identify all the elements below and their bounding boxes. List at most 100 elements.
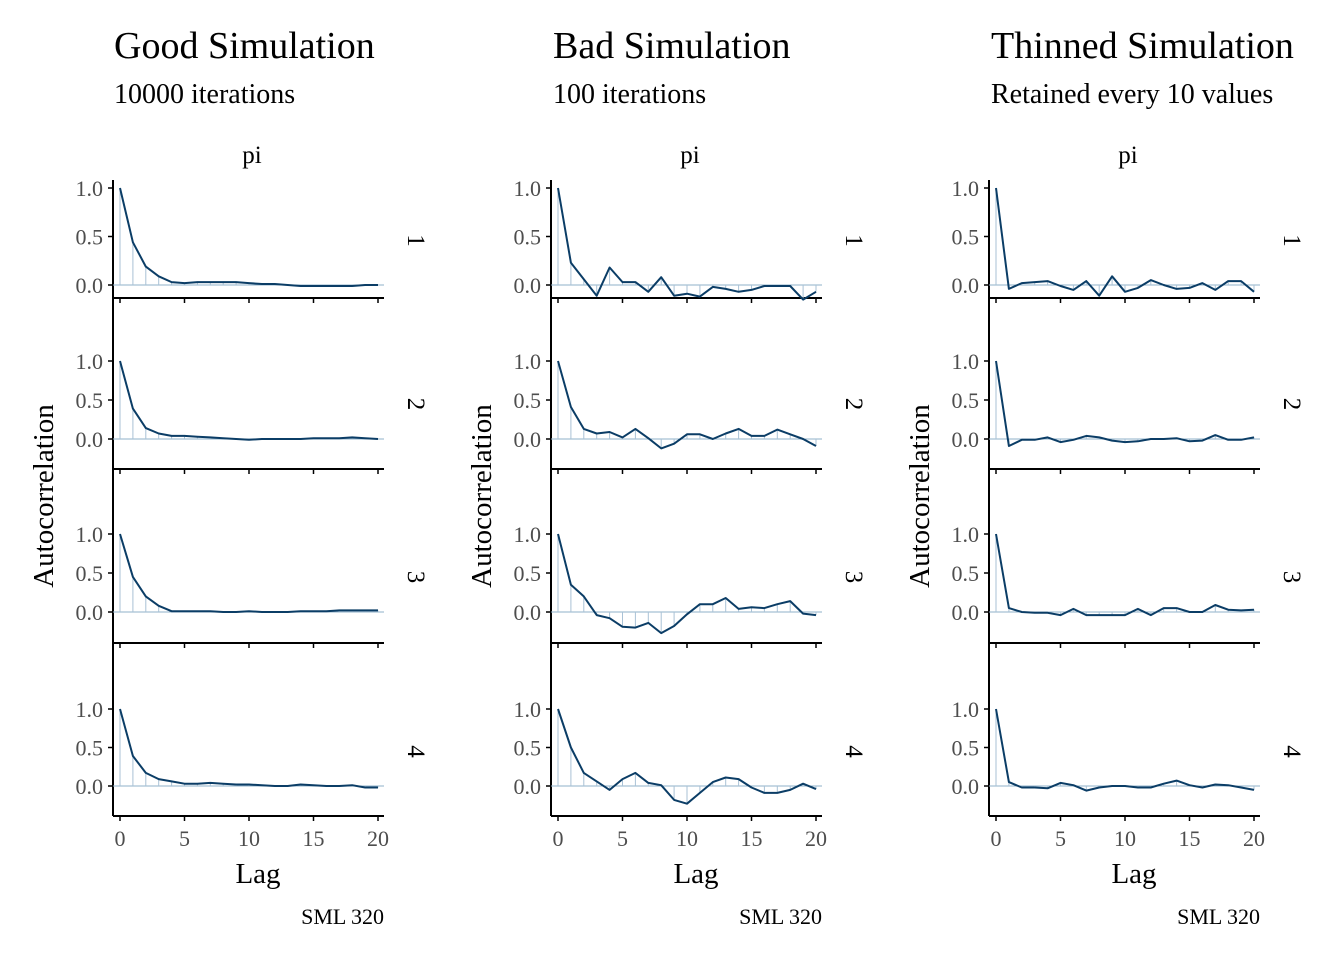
acf-series-line bbox=[557, 533, 817, 635]
chart-column-3: Thinned Simulation Retained every 10 valu… bbox=[904, 25, 1305, 929]
y-tick-label: 0.0 bbox=[514, 427, 542, 452]
chart-caption: SML 320 bbox=[1177, 904, 1260, 929]
acf-panel-chain-4: 1.0 0.5 0.0 4 bbox=[514, 697, 867, 821]
x-tick-label: 20 bbox=[367, 826, 389, 851]
acf-panel-chain-4: 1.0 0.5 0.0 4 bbox=[952, 697, 1305, 821]
chain-strip-label: 4 bbox=[840, 745, 867, 758]
x-tick-label: 5 bbox=[1055, 826, 1066, 851]
y-axis-label: Autocorrelation bbox=[904, 404, 936, 588]
chain-strip-label: 1 bbox=[840, 234, 867, 247]
acf-series-line bbox=[995, 533, 1255, 617]
chain-strip-label: 2 bbox=[1278, 398, 1305, 411]
chain-strip-label: 2 bbox=[840, 398, 867, 411]
y-tick-label: 1.0 bbox=[514, 349, 542, 374]
acf-series-line bbox=[557, 187, 817, 301]
y-tick-label: 1.0 bbox=[514, 522, 542, 547]
y-tick-label: 0.5 bbox=[514, 225, 542, 250]
y-tick-label: 1.0 bbox=[952, 522, 980, 547]
y-tick-label: 0.5 bbox=[76, 561, 104, 586]
chart-title: Thinned Simulation bbox=[991, 25, 1294, 67]
x-axis-label: Lag bbox=[235, 858, 280, 890]
acf-panel-chain-3: 1.0 0.5 0.0 3 bbox=[952, 522, 1305, 648]
chart-subtitle: Retained every 10 values bbox=[991, 79, 1273, 110]
y-tick-label: 0.0 bbox=[76, 427, 104, 452]
y-tick-label: 1.0 bbox=[952, 176, 980, 201]
y-tick-label: 0.5 bbox=[76, 736, 104, 761]
acf-series-line bbox=[995, 360, 1255, 447]
chain-strip-label: 1 bbox=[402, 234, 429, 247]
facet-strip-label: pi bbox=[680, 142, 700, 169]
y-tick-label: 0.5 bbox=[514, 736, 542, 761]
y-tick-label: 0.0 bbox=[76, 600, 104, 625]
chain-strip-label: 1 bbox=[1278, 234, 1305, 247]
acf-panel-chain-1: 1.0 0.5 0.0 1 bbox=[514, 176, 867, 303]
x-tick-label: 10 bbox=[1114, 826, 1136, 851]
y-tick-label: 0.5 bbox=[76, 225, 104, 250]
chain-strip-label: 3 bbox=[402, 571, 429, 584]
y-tick-label: 1.0 bbox=[76, 697, 104, 722]
y-tick-label: 1.0 bbox=[514, 697, 542, 722]
y-tick-label: 0.0 bbox=[76, 774, 104, 799]
acf-panel-chain-2: 1.0 0.5 0.0 2 bbox=[952, 349, 1305, 474]
facet-strip-label: pi bbox=[242, 142, 262, 169]
facet-strip-label: pi bbox=[1118, 142, 1138, 169]
x-tick-label: 20 bbox=[1243, 826, 1265, 851]
x-tick-label: 15 bbox=[303, 826, 325, 851]
x-tick-label: 20 bbox=[805, 826, 827, 851]
x-tick-label: 5 bbox=[179, 826, 190, 851]
acf-panel-chain-1: 1.0 0.5 0.0 1 bbox=[76, 176, 429, 303]
x-tick-label: 0 bbox=[553, 826, 564, 851]
chart-title: Good Simulation bbox=[114, 25, 375, 67]
x-tick-label: 0 bbox=[991, 826, 1002, 851]
y-tick-label: 0.0 bbox=[952, 427, 980, 452]
acf-series-line bbox=[995, 187, 1255, 297]
chart-column-1: Good Simulation 10000 iterations pi Autocor… bbox=[28, 25, 429, 929]
chart-caption: SML 320 bbox=[301, 904, 384, 929]
y-tick-label: 1.0 bbox=[952, 349, 980, 374]
acf-series-line bbox=[995, 708, 1255, 792]
y-tick-label: 0.5 bbox=[76, 388, 104, 413]
chart-caption: SML 320 bbox=[739, 904, 822, 929]
chain-strip-label: 4 bbox=[1278, 745, 1305, 758]
y-axis-label: Autocorrelation bbox=[28, 404, 60, 588]
acf-series-line bbox=[557, 360, 817, 450]
chart-title: Bad Simulation bbox=[553, 25, 791, 67]
y-tick-label: 1.0 bbox=[76, 349, 104, 374]
acf-series-line bbox=[119, 708, 378, 789]
y-tick-label: 0.0 bbox=[514, 600, 542, 625]
acf-panel-chain-1: 1.0 0.5 0.0 1 bbox=[952, 176, 1305, 303]
acf-panel-chain-2: 1.0 0.5 0.0 2 bbox=[514, 349, 867, 474]
chain-strip-label: 4 bbox=[402, 745, 429, 758]
acf-panel-chain-3: 1.0 0.5 0.0 3 bbox=[514, 522, 867, 648]
acf-panel-chain-4: 1.0 0.5 0.0 4 bbox=[76, 697, 429, 821]
y-tick-label: 0.0 bbox=[514, 273, 542, 298]
x-tick-label: 10 bbox=[676, 826, 698, 851]
y-tick-label: 0.5 bbox=[952, 388, 980, 413]
x-tick-label: 15 bbox=[741, 826, 763, 851]
y-tick-label: 0.0 bbox=[952, 774, 980, 799]
chain-strip-label: 3 bbox=[1278, 571, 1305, 584]
acf-series-line bbox=[557, 708, 817, 805]
chart-subtitle: 10000 iterations bbox=[114, 79, 295, 110]
x-tick-label: 5 bbox=[617, 826, 628, 851]
chart-subtitle: 100 iterations bbox=[553, 79, 706, 110]
x-tick-label: 10 bbox=[238, 826, 260, 851]
y-tick-label: 0.5 bbox=[514, 388, 542, 413]
acf-panel-chain-3: 1.0 0.5 0.0 3 bbox=[76, 522, 429, 648]
y-tick-label: 0.0 bbox=[76, 273, 104, 298]
acf-series-line bbox=[119, 360, 379, 441]
acf-panel-chain-2: 1.0 0.5 0.0 2 bbox=[76, 349, 429, 474]
y-tick-label: 0.5 bbox=[514, 561, 542, 586]
chart-column-2: Bad Simulation 100 iterations pi Autocorrel… bbox=[466, 25, 867, 929]
x-tick-label: 0 bbox=[115, 826, 126, 851]
y-tick-label: 0.5 bbox=[952, 561, 980, 586]
x-axis-label: Lag bbox=[1111, 858, 1156, 890]
acf-series-line bbox=[119, 533, 378, 613]
y-tick-label: 0.0 bbox=[514, 774, 542, 799]
y-tick-label: 1.0 bbox=[76, 522, 104, 547]
x-axis-label: Lag bbox=[673, 858, 718, 890]
y-tick-label: 0.5 bbox=[952, 225, 980, 250]
y-tick-label: 0.5 bbox=[952, 736, 980, 761]
y-axis-label: Autocorrelation bbox=[466, 404, 498, 588]
